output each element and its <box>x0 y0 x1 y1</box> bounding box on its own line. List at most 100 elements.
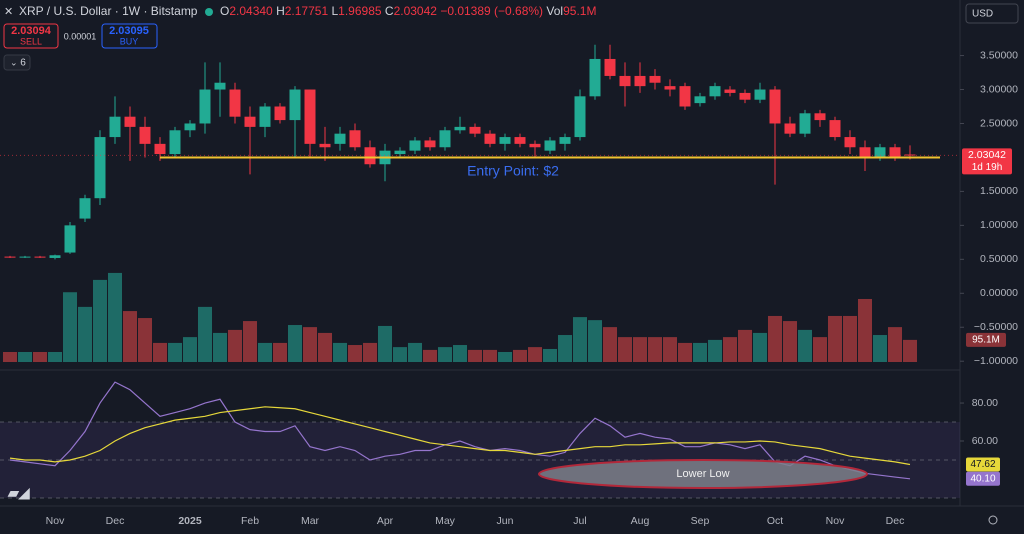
l-key: L <box>331 4 338 18</box>
volume-bar <box>498 352 512 362</box>
time-label: 2025 <box>178 515 202 527</box>
candle-body <box>169 130 181 155</box>
volume-bar <box>273 342 287 362</box>
candle-body <box>19 256 31 258</box>
candle-body <box>424 140 436 148</box>
volume-bar <box>108 272 122 362</box>
spread: 0.00001 <box>64 31 97 41</box>
candle-body <box>844 137 856 148</box>
plot-layer: 95.1M 3.50000 3.00000 2.50000 1.50000 1.00000… <box>0 44 1018 527</box>
volume-bar <box>243 321 257 362</box>
candle-body <box>349 130 361 148</box>
sell-label: SELL <box>20 36 42 46</box>
candle-body <box>529 143 541 148</box>
volume-bar <box>753 332 767 362</box>
candle-body <box>394 150 406 155</box>
candle-body <box>889 147 901 158</box>
volume-bar <box>423 349 437 362</box>
volume-bar <box>153 342 167 362</box>
volume-bar <box>798 329 812 362</box>
volume-bar <box>63 292 77 362</box>
volume-bar <box>648 337 662 362</box>
symbol-title: XRP / U.S. Dollar · 1W · Bitstamp <box>19 4 198 18</box>
volume-bar <box>393 347 407 362</box>
volume-bar <box>663 337 677 362</box>
volume-bar <box>228 329 242 362</box>
volume-bar <box>723 337 737 362</box>
time-label: Sep <box>691 515 710 527</box>
volume-bar <box>513 349 527 362</box>
o-key: O <box>220 4 229 18</box>
time-label: Nov <box>46 515 65 527</box>
time-label: Nov <box>826 515 845 527</box>
settings-icon[interactable] <box>988 515 998 525</box>
candle-body <box>109 116 121 138</box>
volume-bar <box>198 306 212 362</box>
volume-bar <box>333 342 347 362</box>
candle-body <box>544 140 556 151</box>
currency: USD <box>972 9 993 20</box>
candle-body <box>694 96 706 104</box>
candle-body <box>274 106 286 121</box>
buy-button[interactable] <box>101 23 158 49</box>
volume-bar <box>858 298 872 362</box>
candle-body <box>454 126 466 131</box>
candle-body <box>49 255 61 258</box>
lower-low-annotation: Lower Low <box>676 468 729 480</box>
currency-select[interactable] <box>965 3 1019 24</box>
close-icon[interactable]: ✕ <box>4 6 13 18</box>
ohlc-legend: O2.04340 H2.17751 L1.96985 C2.03042 −0.0… <box>220 4 596 18</box>
candle-body <box>814 113 826 121</box>
price-tick-label: −0.50000 <box>974 321 1018 333</box>
candle-body <box>289 89 301 121</box>
candle-body <box>214 82 226 90</box>
candle-body <box>559 137 571 144</box>
candle-body <box>499 137 511 144</box>
volume-bar <box>378 325 392 362</box>
candle-body <box>634 75 646 87</box>
indicator-toggle[interactable] <box>3 54 31 71</box>
sell-button[interactable] <box>3 23 59 49</box>
o-value: 2.04340 <box>229 4 273 18</box>
candle-body <box>319 143 331 148</box>
time-label: Oct <box>767 515 783 527</box>
candle-body <box>229 89 241 117</box>
candle-body <box>514 137 526 144</box>
price-tick-label: 3.00000 <box>980 83 1018 95</box>
volume-bar <box>678 342 692 362</box>
rsi-tick-label: 60.00 <box>972 435 998 447</box>
volume-bar <box>18 352 32 362</box>
candle-body <box>859 147 871 158</box>
volume-bar <box>843 315 857 362</box>
candle-body <box>439 130 451 148</box>
volume-bar <box>888 327 902 362</box>
volume-bar <box>138 318 152 362</box>
candle-body <box>199 89 211 124</box>
candle-body <box>469 126 481 134</box>
volume-bar <box>618 337 632 362</box>
rsi-value-label: 40.10 <box>970 473 995 484</box>
sell-price: 2.03094 <box>11 25 52 37</box>
price-tick-label: −1.00000 <box>974 355 1018 367</box>
candle-body <box>304 89 316 144</box>
volume-bar <box>573 317 587 362</box>
change: −0.01389 (−0.68%) <box>440 4 543 18</box>
vol-key: Vol <box>546 4 563 18</box>
rsi-line <box>9 406 911 466</box>
candle-body <box>154 143 166 155</box>
h-value: 2.17751 <box>285 4 329 18</box>
volume-bar <box>288 325 302 362</box>
time-label: May <box>435 515 456 527</box>
price-tick-label: 1.00000 <box>980 219 1018 231</box>
candle-body <box>604 58 616 76</box>
candle-body <box>64 225 76 253</box>
rsi-value-label: 47.62 <box>970 459 995 470</box>
indicator-count: 6 <box>20 58 26 69</box>
volume-bar <box>408 342 422 362</box>
volume-bar <box>603 327 617 362</box>
logo: ▰◢ <box>7 485 30 501</box>
time-label: Aug <box>631 515 650 527</box>
volume-bar <box>738 329 752 362</box>
